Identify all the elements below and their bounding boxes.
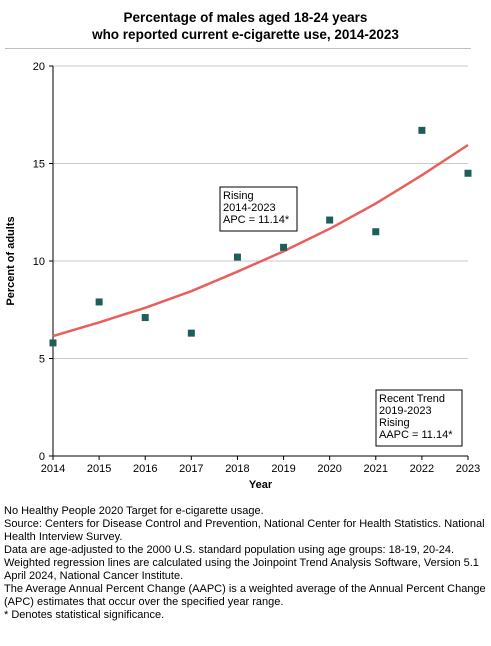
chart-plot: 0 5 10 15 20 2014 2015 2016 2017 2018 2019 2020 2021… [5, 61, 480, 491]
x-tick-label: 2022 [410, 463, 434, 475]
y-tick-label: 5 [39, 354, 45, 366]
annotation-text: Recent Trend [379, 393, 445, 405]
x-tick-label: 2023 [456, 463, 480, 475]
chart-title-line-2: who reported current e-cigarette use, 20… [92, 27, 399, 42]
annotation-text: AAPC = 11.14* [379, 429, 453, 441]
x-tick-label: 2015 [87, 463, 111, 475]
y-axis-label: Percent of adults [5, 216, 17, 305]
annotation-text: Rising [223, 190, 254, 202]
footnote: * Denotes statistical significance. [4, 609, 165, 621]
data-point [187, 329, 195, 337]
title-divider [5, 48, 471, 49]
x-tick-label: 2018 [225, 463, 249, 475]
trend-line [52, 143, 469, 338]
trend-line-layer [52, 143, 469, 338]
footnote: Weighted regression lines are calculated… [4, 557, 479, 582]
annotation-text: 2014-2023 [223, 202, 276, 214]
data-point [141, 314, 149, 322]
data-point [95, 298, 103, 306]
y-tick-label: 15 [33, 159, 45, 171]
x-tick-label: 2017 [179, 463, 203, 475]
data-point [49, 339, 57, 347]
x-axis-label: Year [249, 479, 273, 491]
data-point [326, 216, 334, 224]
y-tick-label: 20 [33, 61, 45, 73]
chart-title: Percentage of males aged 18-24 years who… [0, 9, 491, 43]
annotation-text: Rising [379, 417, 410, 429]
annotation-border [375, 389, 463, 447]
annotation-border [219, 186, 298, 232]
data-point [233, 253, 241, 261]
data-point [280, 243, 288, 251]
annotation-text: APC = 11.14* [223, 214, 290, 226]
data-point [464, 169, 472, 177]
data-point [372, 228, 380, 236]
footnote: The Average Annual Percent Change (AAPC)… [4, 583, 486, 608]
x-tick-label: 2016 [133, 463, 157, 475]
y-tick-label: 0 [39, 451, 45, 463]
annotation-text: 2019-2023 [379, 405, 432, 417]
x-tick-label: 2019 [271, 463, 295, 475]
footnote: Source: Centers for Disease Control and … [4, 518, 485, 543]
chart-title-line-1: Percentage of males aged 18-24 years [123, 10, 368, 25]
footnote: Data are age-adjusted to the 2000 U.S. s… [4, 544, 455, 556]
axes: 0 5 10 15 20 2014 2015 2016 2017 2018 2019 2020 2021… [33, 61, 480, 475]
footnote: No Healthy People 2020 Target for e-ciga… [4, 505, 264, 517]
x-tick-label: 2020 [317, 463, 341, 475]
footnotes: No Healthy People 2020 Target for e-ciga… [4, 505, 488, 622]
x-tick-label: 2021 [364, 463, 388, 475]
data-point [418, 126, 426, 134]
x-tick-label: 2014 [41, 463, 65, 475]
y-tick-label: 10 [33, 256, 45, 268]
data-points [49, 126, 472, 347]
